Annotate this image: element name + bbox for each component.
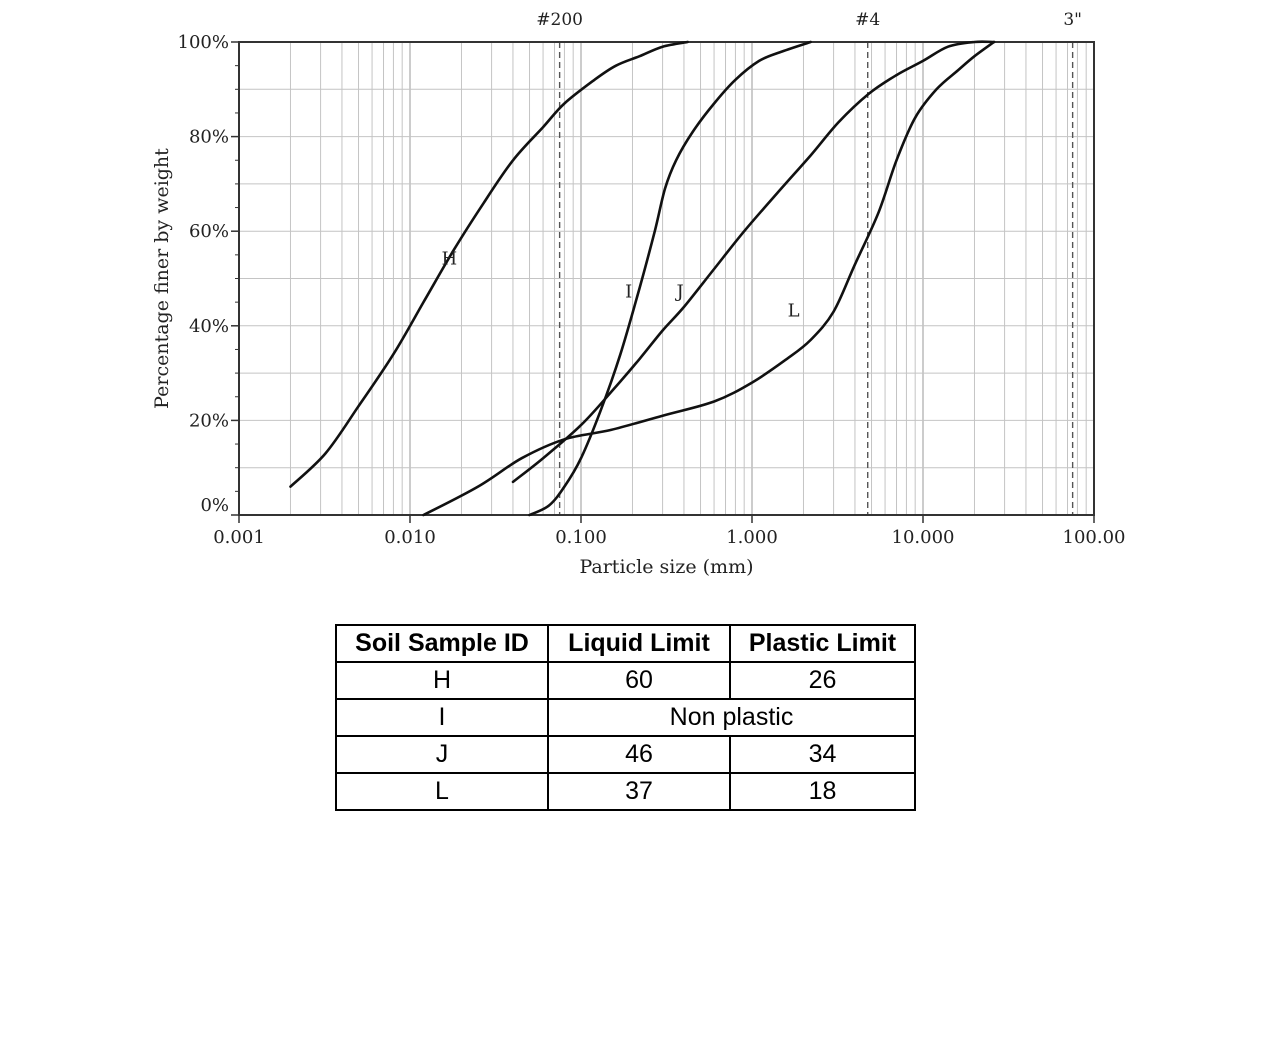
y-axis-title: Percentage finer by weight	[151, 148, 173, 409]
series-curve-l	[422, 40, 996, 517]
table-header-row: Soil Sample ID Liquid Limit Plastic Limi…	[335, 624, 916, 663]
series-curve-h	[289, 40, 689, 488]
grain-size-chart: #200 #4 3" 0.001 0.010 0.100 1.000 10.000 100.0…	[151, 10, 1126, 578]
series-curve-j	[511, 40, 996, 484]
table-row: H 60 26	[335, 661, 916, 700]
x-tick-label: 1.000	[726, 527, 778, 548]
cell-plastic-limit: 26	[729, 661, 916, 700]
y-tick-label: 60%	[189, 221, 229, 242]
atterberg-limits-table: Soil Sample ID Liquid Limit Plastic Limi…	[335, 624, 916, 811]
header-plastic-limit: Plastic Limit	[729, 624, 916, 663]
header-liquid-limit: Liquid Limit	[547, 624, 731, 663]
table-row: L 37 18	[335, 772, 916, 811]
cell-non-plastic: Non plastic	[547, 698, 916, 737]
y-tick-label: 0%	[200, 495, 229, 516]
y-tick-label: 20%	[189, 410, 229, 431]
y-tick-label: 100%	[178, 32, 229, 53]
chart-grid	[239, 42, 1094, 515]
cell-plastic-limit: 18	[729, 772, 916, 811]
cell-sample-id: I	[335, 698, 549, 737]
sieve-lines: #200 #4 3"	[536, 10, 1082, 515]
curve-label-h: H	[442, 248, 458, 269]
table-row: I Non plastic	[335, 698, 916, 737]
cell-sample-id: H	[335, 661, 549, 700]
x-tick-label: 10.000	[892, 527, 955, 548]
x-tick-label: 0.010	[384, 527, 436, 548]
curve-label-j: J	[675, 281, 684, 302]
x-tick-label: 0.001	[213, 527, 265, 548]
curve-labels: H I J L	[442, 248, 800, 321]
y-tick-label: 80%	[189, 127, 229, 148]
cell-plastic-limit: 34	[729, 735, 916, 774]
header-soil-sample-id: Soil Sample ID	[335, 624, 549, 663]
curve-label-i: I	[625, 281, 632, 302]
cell-liquid-limit: 37	[547, 772, 731, 811]
x-tick-label: 100.00	[1063, 527, 1126, 548]
cell-liquid-limit: 60	[547, 661, 731, 700]
x-axis-title: Particle size (mm)	[579, 556, 753, 578]
sieve-label: #4	[855, 10, 880, 30]
series-curves	[289, 40, 996, 517]
axis-ticks: 0.001 0.010 0.100 1.000 10.000 100.00 0% 20% 40%…	[178, 32, 1126, 548]
table-row: J 46 34	[335, 735, 916, 774]
sieve-label: 3"	[1063, 10, 1082, 30]
cell-sample-id: J	[335, 735, 549, 774]
x-tick-label: 0.100	[555, 527, 607, 548]
y-tick-label: 40%	[189, 316, 229, 337]
series-curve-i	[528, 40, 812, 517]
cell-sample-id: L	[335, 772, 549, 811]
curve-label-l: L	[788, 300, 800, 321]
sieve-label: #200	[536, 10, 583, 30]
cell-liquid-limit: 46	[547, 735, 731, 774]
